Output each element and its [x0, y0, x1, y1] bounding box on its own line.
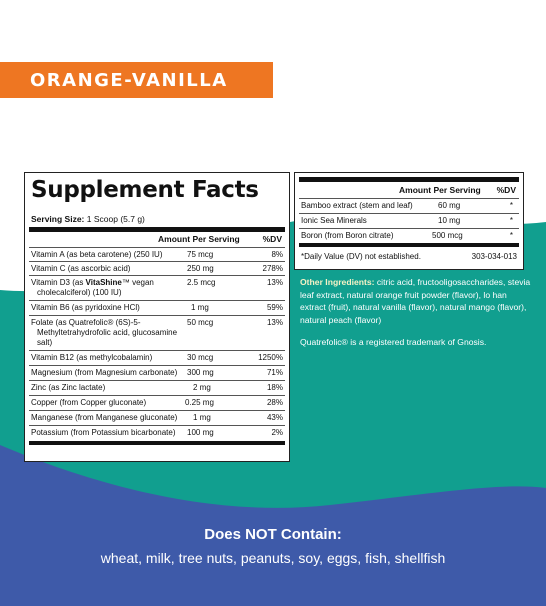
does-not-contain-title: Does NOT Contain: [204, 526, 342, 543]
nutrient-name: Vitamin A (as beta carotene) (250 IU) [31, 250, 163, 259]
nutrient-dv: * [509, 201, 513, 210]
nutrient-dv: 8% [271, 250, 283, 259]
nutrient-name: Vitamin D3 (as VitaShine™ vegan cholecalc… [31, 278, 154, 297]
flavor-name: ORANGE-VANILLA [30, 70, 228, 91]
nutrient-name: Copper (from Copper gluconate) [31, 398, 147, 407]
nutrient-row: Zinc (as Zinc lactate) 2 mg 18% [29, 380, 285, 395]
nutrient-row: Boron (from Boron citrate) 500 mcg * [299, 228, 519, 243]
nutrient-name: Vitamin B12 (as methylcobalamin) [31, 353, 153, 362]
serving-size: Serving Size: 1 Scoop (5.7 g) [31, 214, 145, 224]
nutrient-amount: 10 mg [438, 216, 461, 225]
nutrient-row: Vitamin A (as beta carotene) (250 IU) 75… [29, 247, 285, 261]
nutrient-dv: 59% [266, 303, 283, 312]
nutrient-row: Folate (as Quatrefolic® (6S)-5- Methyltet… [29, 315, 285, 350]
nutrient-amount: 1 mg [191, 303, 209, 312]
nutrient-dv: * [509, 216, 513, 225]
nutrient-dv: 278% [262, 264, 283, 273]
panel-title: Supplement Facts [31, 177, 259, 203]
nutrient-name: Folate (as Quatrefolic® (6S)-5- Methyltet… [31, 318, 178, 347]
nutrient-dv: 18% [266, 383, 283, 392]
nutrient-name: Boron (from Boron citrate) [301, 231, 394, 240]
serving-size-label: Serving Size: [31, 214, 85, 224]
trademark-note: Quatrefolic® is a registered trademark o… [300, 337, 487, 347]
other-ingredients: Other Ingredients: citric acid, fructool… [300, 276, 532, 326]
nutrient-row: Vitamin D3 (as VitaShine™ vegan cholecalc… [29, 275, 285, 300]
nutrient-row: Manganese (from Manganese gluconate) 1 m… [29, 410, 285, 425]
thick-rule [299, 177, 519, 182]
thick-rule [29, 227, 285, 232]
product-code: 303-034-013 [471, 252, 517, 261]
nutrient-dv: 2% [271, 428, 283, 437]
thick-rule [299, 243, 519, 247]
nutrient-row: Potassium (from Potassium bicarbonate) 1… [29, 425, 285, 440]
nutrient-name: Ionic Sea Minerals [301, 216, 367, 225]
nutrient-row: Bamboo extract (stem and leaf) 60 mg * [299, 198, 519, 213]
nutrient-row: Copper (from Copper gluconate) 0.25 mg 2… [29, 395, 285, 410]
supplement-facts-panel: Supplement Facts Serving Size: 1 Scoop (… [24, 172, 290, 462]
nutrient-amount: 30 mcg [187, 353, 214, 362]
nutrient-row: Magnesium (from Magnesium carbonate) 300… [29, 365, 285, 380]
nutrient-amount: 250 mg [187, 264, 214, 273]
nutrient-name: Potassium (from Potassium bicarbonate) [31, 428, 176, 437]
nutrient-name: Vitamin C (as ascorbic acid) [31, 264, 131, 273]
nutrient-amount: 75 mcg [187, 250, 214, 259]
nutrient-amount: 60 mg [438, 201, 461, 210]
nutrient-row: Vitamin B12 (as methylcobalamin) 30 mcg … [29, 350, 285, 365]
nutrient-name: Manganese (from Manganese gluconate) [31, 413, 178, 422]
nutrient-amount: 1 mg [193, 413, 211, 422]
nutrient-name: Bamboo extract (stem and leaf) [301, 201, 413, 210]
nutrient-dv: 43% [266, 413, 283, 422]
supplement-facts-continued-panel: Amount Per Serving %DV Bamboo extract (s… [294, 172, 524, 270]
other-ingredients-label: Other Ingredients: [300, 277, 375, 287]
nutrient-amount: 2 mg [193, 383, 211, 392]
nutrient-row: Vitamin B6 (as pyridoxine HCl) 1 mg 59% [29, 300, 285, 315]
nutrient-row: Ionic Sea Minerals 10 mg * [299, 213, 519, 228]
dv-footnote: *Daily Value (DV) not established. [301, 252, 421, 261]
nutrient-amount: 0.25 mg [185, 398, 214, 407]
amount-header: Amount Per Serving [399, 185, 481, 195]
thick-rule [29, 441, 285, 445]
nutrient-amount: 300 mg [187, 368, 214, 377]
nutrient-dv: 28% [266, 398, 283, 407]
nutrient-name: Magnesium (from Magnesium carbonate) [31, 368, 178, 377]
nutrient-dv: 13% [266, 278, 283, 287]
nutrient-amount: 2.5 mcg [187, 278, 216, 287]
nutrient-amount: 50 mcg [187, 318, 214, 327]
nutrient-dv: 1250% [258, 353, 283, 362]
nutrient-name: Zinc (as Zinc lactate) [31, 383, 106, 392]
allergen-list: wheat, milk, tree nuts, peanuts, soy, eg… [100, 550, 446, 566]
serving-size-value: 1 Scoop (5.7 g) [86, 214, 145, 224]
brand-name: VitaShine [85, 278, 122, 287]
dv-header: %DV [496, 185, 516, 195]
nutrient-name: Vitamin B6 (as pyridoxine HCl) [31, 303, 140, 312]
dv-header: %DV [262, 234, 282, 244]
other-ingredients-text: citric acid, fructooligosaccharides, ste… [300, 277, 531, 325]
flavor-banner: ORANGE-VANILLA [0, 62, 273, 98]
nutrient-amount: 100 mg [187, 428, 214, 437]
nutrient-row: Vitamin C (as ascorbic acid) 250 mg 278% [29, 261, 285, 275]
amount-header: Amount Per Serving [158, 234, 240, 244]
nutrient-dv: 13% [266, 318, 283, 327]
blue-wave [0, 445, 546, 606]
nutrient-amount: 500 mcg [432, 231, 463, 240]
nutrient-dv: * [509, 231, 513, 240]
nutrient-dv: 71% [266, 368, 283, 377]
